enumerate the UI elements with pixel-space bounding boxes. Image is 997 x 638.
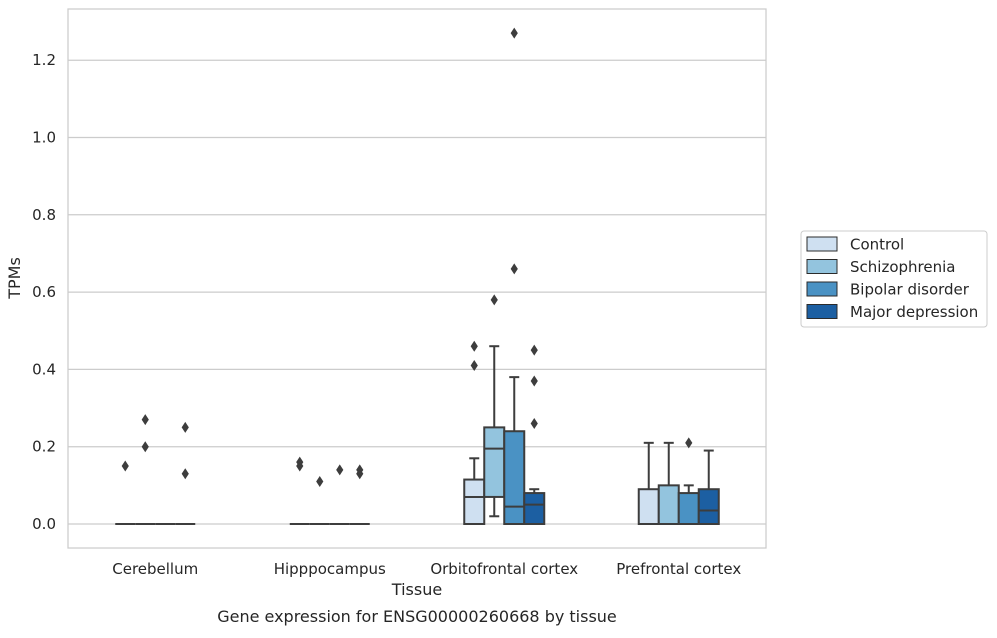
- legend-label: Major depression: [850, 303, 978, 321]
- plot-area-background: [68, 9, 766, 548]
- y-tick-label: 1.0: [32, 129, 56, 147]
- legend-frame: [800, 230, 988, 328]
- box-3-1: [657, 441, 680, 526]
- outlier-point: [510, 27, 518, 39]
- box-3-3: [697, 449, 720, 525]
- outlier-point: [530, 418, 538, 430]
- box-2-0: [463, 340, 486, 525]
- box-1-1: [309, 475, 330, 525]
- outlier-point: [121, 460, 129, 472]
- boxes: [115, 27, 720, 526]
- y-tick-label: 0.8: [32, 206, 56, 224]
- y-tick-label: 0.2: [32, 438, 56, 456]
- outlier-point: [510, 263, 518, 275]
- legend-label: Schizophrenia: [850, 258, 955, 276]
- box-2-3: [523, 344, 546, 525]
- box-iqr: [697, 488, 720, 525]
- y-tick-label: 1.2: [32, 51, 56, 69]
- y-tick-label: 0.4: [32, 360, 56, 378]
- x-tick-labels: Cerebellum Hipppocampus Orbitofrontal cort…: [112, 560, 741, 578]
- x-tick-label: Orbitofrontal cortex: [430, 560, 578, 578]
- box-0-1: [135, 414, 156, 525]
- box-0-3: [175, 421, 196, 525]
- outlier-point: [685, 437, 693, 449]
- box-iqr: [483, 426, 506, 498]
- box-2-2: [503, 27, 526, 525]
- box-iqr: [523, 492, 546, 525]
- legend-label: Bipolar disorder: [850, 281, 970, 299]
- box-3-2: [677, 437, 700, 525]
- figure-caption: Gene expression for ENSG00000260668 by t…: [217, 607, 617, 626]
- box-2-1: [483, 294, 506, 518]
- legend-label: Control: [850, 236, 904, 254]
- legend-swatch: [806, 236, 838, 252]
- box-iqr: [657, 484, 680, 526]
- y-axis-label: TPMs: [5, 257, 24, 300]
- plot-frame: [67, 8, 767, 549]
- legend-swatch: [806, 259, 838, 274]
- y-tick-label: 0.6: [32, 283, 56, 301]
- outlier-point: [490, 294, 498, 306]
- outlier-point: [336, 464, 344, 476]
- outlier-point: [530, 344, 538, 356]
- box-iqr: [637, 488, 660, 525]
- outlier-point: [470, 360, 478, 372]
- x-tick-label: Prefrontal cortex: [616, 560, 741, 578]
- box-1-2: [329, 464, 350, 525]
- outlier-point: [530, 375, 538, 387]
- box-iqr: [463, 478, 486, 525]
- x-tick-label: Hipppocampus: [274, 560, 386, 578]
- box-1-3: [349, 464, 370, 525]
- gridlines: [68, 59, 766, 525]
- outlier-point: [296, 456, 304, 468]
- box-0-0: [115, 460, 136, 525]
- outlier-point: [316, 475, 324, 487]
- legend-swatch: [806, 281, 838, 297]
- outlier-point: [181, 421, 189, 433]
- outlier-point: [470, 340, 478, 352]
- x-tick-label: Cerebellum: [112, 560, 198, 578]
- outlier-point: [356, 464, 364, 476]
- x-axis-label: Tissue: [391, 580, 442, 599]
- legend-swatch: [806, 304, 838, 319]
- outlier-point: [141, 441, 149, 453]
- box-iqr: [503, 430, 526, 525]
- box-3-0: [637, 441, 660, 525]
- y-tick-label: 0.0: [32, 515, 56, 533]
- legend: Control Schizophrenia Bipolar disorder Majo…: [800, 230, 988, 328]
- outlier-point: [181, 468, 189, 480]
- outlier-point: [141, 414, 149, 426]
- box-iqr: [677, 492, 700, 525]
- box-1-0: [289, 456, 310, 525]
- y-tick-labels: 0.0 0.2 0.4 0.6 0.8 1.0 1.2: [32, 51, 56, 533]
